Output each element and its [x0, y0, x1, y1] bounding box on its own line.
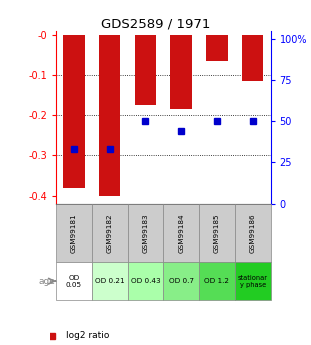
Bar — [56, 262, 92, 300]
Bar — [92, 204, 128, 262]
Bar — [135, 35, 156, 105]
Bar — [128, 262, 163, 300]
Text: GSM99183: GSM99183 — [142, 213, 148, 253]
Bar — [242, 35, 263, 81]
Bar — [92, 262, 128, 300]
Text: GSM99182: GSM99182 — [107, 213, 113, 253]
Bar — [199, 204, 235, 262]
Text: OD 0.7: OD 0.7 — [169, 278, 194, 284]
Bar — [163, 262, 199, 300]
Bar — [56, 204, 92, 262]
Bar — [128, 204, 163, 262]
Text: GSM99185: GSM99185 — [214, 213, 220, 253]
Text: GSM99181: GSM99181 — [71, 213, 77, 253]
Bar — [63, 35, 85, 187]
Bar — [199, 262, 235, 300]
Bar — [235, 204, 271, 262]
Text: GSM99186: GSM99186 — [250, 213, 256, 253]
Text: OD
0.05: OD 0.05 — [66, 275, 82, 288]
Text: log2 ratio: log2 ratio — [66, 331, 109, 340]
Text: OD 0.43: OD 0.43 — [131, 278, 160, 284]
Bar — [163, 204, 199, 262]
Text: GDS2589 / 1971: GDS2589 / 1971 — [101, 17, 210, 30]
Text: OD 1.2: OD 1.2 — [204, 278, 230, 284]
Text: GSM99184: GSM99184 — [178, 213, 184, 253]
Bar — [235, 262, 271, 300]
Bar — [99, 35, 120, 196]
Text: OD 0.21: OD 0.21 — [95, 278, 124, 284]
Text: stationar
y phase: stationar y phase — [238, 275, 268, 288]
Bar — [206, 35, 228, 61]
Text: age: age — [38, 277, 55, 286]
Bar — [170, 35, 192, 109]
